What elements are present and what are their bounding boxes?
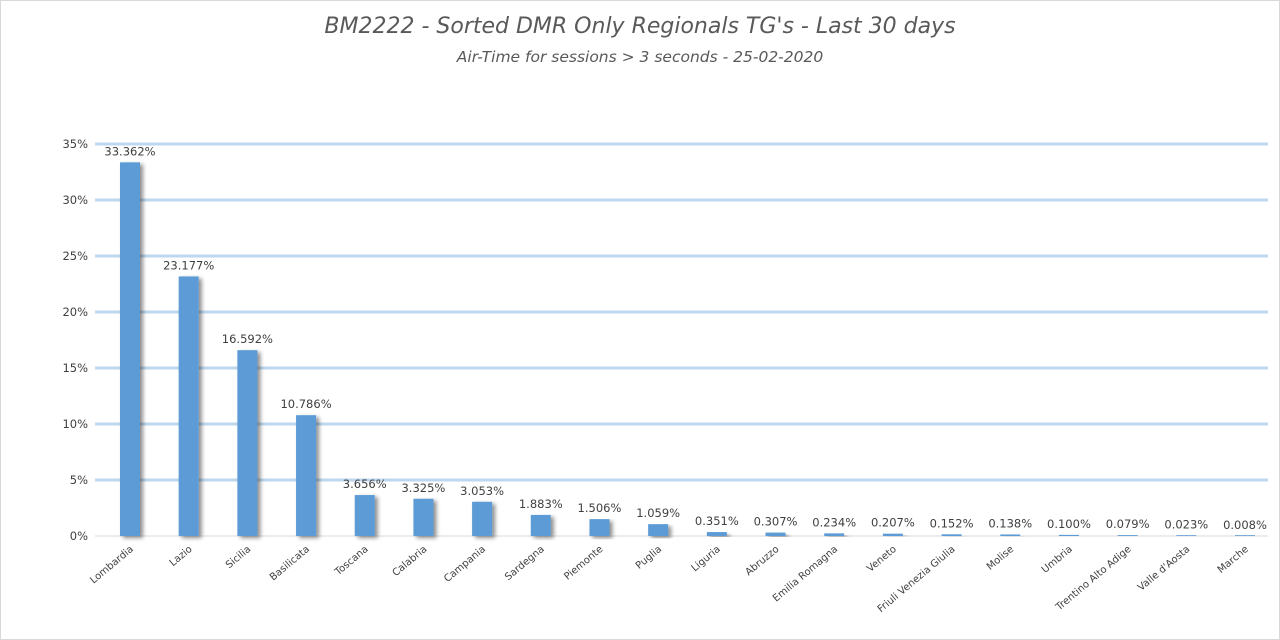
- bar: [413, 498, 434, 536]
- bar: [589, 519, 610, 536]
- x-tick-label: Campania: [442, 544, 488, 585]
- y-tick-label: 30%: [62, 193, 88, 207]
- bar: [1000, 534, 1021, 536]
- bar: [765, 532, 786, 536]
- data-label: 16.592%: [222, 332, 273, 346]
- bar: [706, 532, 727, 536]
- bar: [1235, 535, 1255, 536]
- bar: [296, 415, 317, 536]
- data-label: 1.059%: [636, 506, 680, 520]
- bar: [1058, 534, 1079, 536]
- data-label: 0.138%: [988, 516, 1032, 530]
- data-label: 3.053%: [460, 484, 504, 498]
- x-tick-label: Piemonte: [562, 544, 605, 583]
- x-tick-label: Sicilia: [224, 544, 253, 571]
- data-label: 0.023%: [1164, 518, 1208, 532]
- data-label: 3.325%: [401, 481, 445, 495]
- bar: [648, 524, 669, 536]
- bar: [237, 350, 258, 536]
- x-tick-label: Sardegna: [503, 544, 547, 583]
- data-label: 33.362%: [104, 144, 155, 158]
- gridlines: [95, 142, 1268, 537]
- chart-title: BM2222 - Sorted DMR Only Regionals TG's …: [324, 14, 956, 39]
- data-label: 0.207%: [871, 516, 915, 530]
- x-tick-label: Liguria: [690, 544, 723, 574]
- data-label: 1.506%: [578, 501, 622, 515]
- bar: [824, 533, 845, 536]
- x-tick-label: Abruzzo: [744, 544, 782, 578]
- data-label: 0.351%: [695, 514, 739, 528]
- y-tick-label: 35%: [62, 137, 88, 151]
- x-tick-label: Puglia: [634, 544, 664, 572]
- x-tick-label: Umbria: [1040, 544, 1075, 576]
- bar: [120, 162, 140, 537]
- bar: [178, 276, 199, 536]
- x-tick-label: Veneto: [865, 544, 899, 575]
- bar: [354, 495, 375, 536]
- data-label: 23.177%: [163, 258, 214, 272]
- x-tick-label: Lazio: [168, 544, 195, 569]
- data-label: 3.656%: [343, 477, 387, 491]
- x-tick-label: Basilicata: [268, 544, 312, 583]
- y-axis-ticks: 0% 5% 10% 15% 20% 25% 30% 35%: [62, 137, 88, 543]
- data-label: 0.100%: [1047, 517, 1091, 531]
- bar: [882, 533, 903, 536]
- y-tick-label: 25%: [62, 249, 88, 263]
- data-label: 1.883%: [519, 497, 563, 511]
- data-label: 0.008%: [1223, 518, 1267, 532]
- bar: [1176, 535, 1197, 536]
- x-axis-ticks: Lombardia Lazio Sicilia Basilicata Toscana Ca…: [88, 544, 1251, 615]
- bars: [120, 162, 1255, 537]
- data-label: 0.307%: [754, 515, 798, 529]
- data-label: 0.234%: [812, 515, 856, 529]
- y-tick-label: 15%: [62, 361, 88, 375]
- y-tick-label: 10%: [62, 417, 88, 431]
- x-tick-label: Calabria: [391, 544, 430, 579]
- y-tick-label: 5%: [70, 473, 88, 487]
- data-label: 0.079%: [1106, 517, 1150, 531]
- chart-subtitle: Air-Time for sessions > 3 seconds - 25-0…: [456, 48, 824, 66]
- x-tick-label: Valle d'Aosta: [1136, 544, 1192, 594]
- x-tick-label: Molise: [985, 544, 1016, 573]
- bar: [941, 534, 962, 536]
- data-label: 10.786%: [280, 397, 331, 411]
- bar: [1117, 535, 1138, 536]
- y-tick-label: 20%: [62, 305, 88, 319]
- x-tick-label: Lombardia: [88, 544, 136, 586]
- y-tick-label: 0%: [70, 529, 88, 543]
- x-tick-label: Emilia Romagna: [771, 544, 840, 605]
- data-label: 0.152%: [930, 516, 974, 530]
- bar: [472, 501, 493, 536]
- x-tick-label: Toscana: [332, 544, 370, 579]
- x-tick-label: Marche: [1216, 544, 1251, 576]
- data-labels: 33.362% 23.177% 16.592% 10.786% 3.656% 3.325%…: [104, 144, 1267, 532]
- bar: [530, 514, 551, 536]
